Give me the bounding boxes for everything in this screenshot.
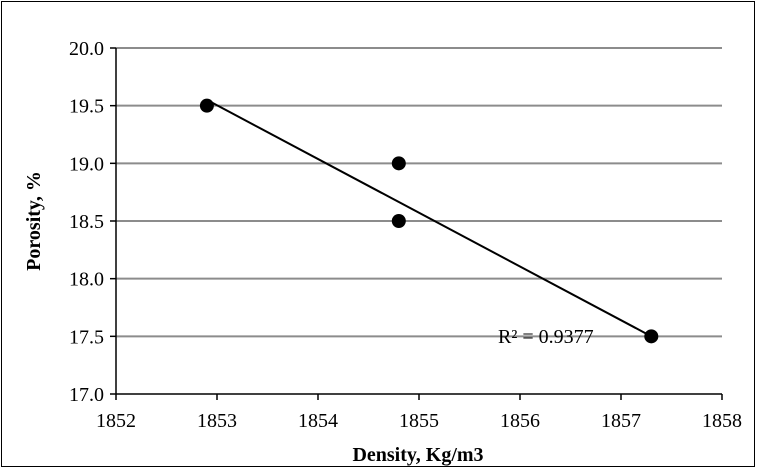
x-tick-label: 1856 (500, 410, 540, 432)
y-axis-title: Porosity, % (23, 171, 45, 271)
y-tick-label: 17.0 (69, 384, 104, 406)
y-tick-label: 18.0 (69, 269, 104, 291)
y-tick-label: 19.0 (69, 153, 104, 175)
y-tick-label: 20.0 (69, 38, 104, 60)
y-tick-label: 17.5 (69, 326, 104, 348)
x-tick-label: 1858 (702, 410, 742, 432)
x-tick-label: 1852 (96, 410, 136, 432)
x-tick-label: 1857 (601, 410, 641, 432)
x-tick-label: 1854 (298, 410, 338, 432)
x-tick-labels: 1852 1853 1854 1855 1856 1857 1858 (96, 410, 742, 432)
x-tick-label: 1853 (197, 410, 237, 432)
r-squared-label: R² = 0.9377 (498, 326, 594, 348)
trendline-group (206, 99, 652, 338)
trendline (206, 99, 652, 338)
y-tick-labels: 17.0 17.5 18.0 18.5 19.0 19.5 20.0 (69, 38, 104, 406)
y-tick-label: 19.5 (69, 96, 104, 118)
y-tick-label: 18.5 (69, 211, 104, 233)
data-points (199, 98, 659, 344)
data-point (391, 214, 406, 228)
gridlines (116, 47, 722, 338)
x-tick-label: 1855 (399, 410, 439, 432)
data-point (391, 156, 406, 171)
axes (110, 47, 723, 400)
data-point (199, 98, 214, 113)
x-axis-title: Density, Kg/m3 (352, 444, 483, 466)
data-point (644, 329, 659, 344)
